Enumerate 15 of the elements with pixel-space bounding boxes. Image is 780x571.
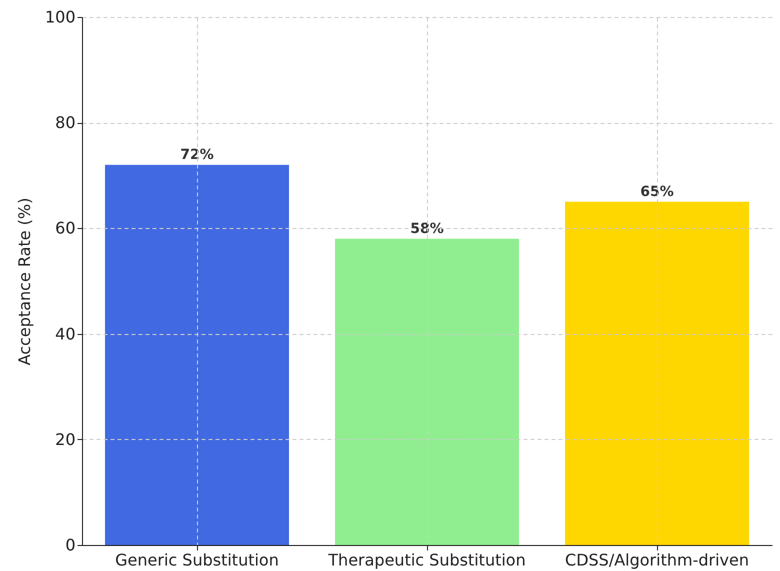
y-tick-label: 100 (44, 8, 76, 26)
data-label: 72% (180, 146, 214, 163)
y-tick-label: 0 (65, 536, 76, 554)
y-tick-label: 60 (55, 218, 76, 238)
bar (565, 202, 749, 545)
x-tick-label: Therapeutic Substitution (327, 550, 526, 570)
x-tick-label: CDSS/Algorithm-driven (565, 550, 749, 570)
x-tick-label: Generic Substitution (115, 550, 279, 570)
y-tick-label: 80 (55, 113, 76, 132)
bar (105, 164, 289, 545)
y-tick-label: 40 (55, 324, 76, 344)
bar (335, 238, 519, 545)
y-axis-title: Acceptance Rate (%) (14, 198, 34, 366)
data-label: 65% (640, 184, 674, 200)
y-tick-label: 20 (55, 430, 76, 449)
